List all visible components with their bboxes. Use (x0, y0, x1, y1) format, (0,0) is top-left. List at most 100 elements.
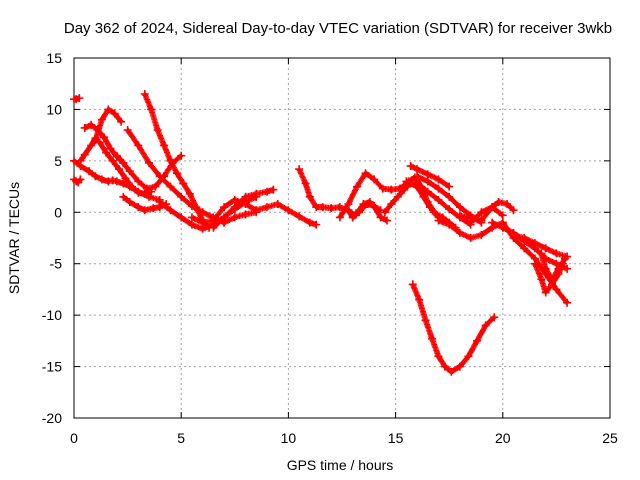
data-point (115, 165, 124, 174)
data-point (149, 204, 158, 213)
data-point (127, 182, 136, 191)
data-point (353, 182, 362, 191)
data-point (477, 208, 486, 217)
data-point (447, 367, 456, 376)
series-trace (409, 281, 498, 375)
data-point (91, 136, 100, 145)
y-axis-title: SDTVAR / TECUs (6, 182, 22, 294)
data-point (301, 179, 310, 188)
data-point (151, 182, 160, 191)
series-arc-25 (455, 198, 518, 225)
data-point (466, 234, 475, 242)
data-point (160, 141, 169, 150)
chart-title: Day 362 of 2024, Sidereal Day-to-day VTE… (64, 20, 612, 37)
data-point (305, 218, 314, 227)
data-point (408, 280, 417, 289)
series-arc-28 (509, 230, 572, 261)
data-markers (70, 90, 572, 376)
data-point (425, 203, 434, 212)
data-point (145, 158, 154, 167)
data-point (91, 172, 100, 181)
series-arc-20 (406, 162, 454, 191)
data-point (125, 167, 134, 176)
data-point (187, 220, 196, 229)
data-point (252, 208, 261, 217)
series-arc-30 (537, 249, 569, 284)
data-point (110, 109, 119, 118)
data-point (140, 189, 149, 198)
data-point (87, 120, 96, 129)
series-arc-17 (348, 198, 385, 222)
series-arc-2 (70, 175, 85, 187)
data-point (121, 174, 130, 183)
data-point (376, 213, 385, 222)
y-tick-label: 10 (46, 101, 62, 117)
series-arc-14 (220, 208, 261, 227)
data-point (344, 200, 353, 209)
series-arc-12 (187, 195, 321, 229)
data-point (455, 362, 464, 371)
data-point (481, 321, 490, 330)
data-point (209, 223, 218, 232)
series-arc-6 (91, 105, 126, 145)
data-point (378, 184, 387, 193)
data-point (402, 177, 411, 186)
y-tick-label: 15 (46, 50, 62, 66)
data-point (423, 177, 432, 186)
y-tick-label: 0 (54, 204, 62, 220)
data-point (359, 200, 368, 209)
data-point (387, 200, 396, 209)
data-point (413, 165, 422, 174)
data-point (125, 198, 134, 206)
data-point (419, 192, 428, 201)
data-point (108, 176, 117, 185)
data-point (295, 212, 304, 221)
y-tick-label: 5 (54, 153, 62, 169)
data-point (179, 179, 188, 188)
y-tick-label: -5 (50, 256, 63, 272)
data-point (106, 144, 115, 153)
x-axis-title: GPS time / hours (287, 457, 394, 473)
data-point (415, 295, 424, 304)
data-point (220, 218, 229, 227)
data-point (112, 177, 121, 186)
data-point (537, 275, 546, 284)
y-tick-label: -15 (42, 359, 62, 375)
data-point (241, 210, 250, 219)
data-point (552, 285, 561, 294)
grid (74, 58, 610, 418)
data-point (119, 192, 128, 201)
data-point (365, 198, 374, 206)
data-point (230, 195, 239, 204)
series-arc-15 (295, 165, 357, 222)
data-point (509, 206, 518, 215)
data-point (155, 198, 164, 206)
data-point (230, 203, 239, 212)
series-arc-27 (498, 218, 572, 307)
data-point (541, 288, 550, 297)
data-point (166, 206, 175, 215)
data-point (428, 334, 437, 343)
data-point (477, 216, 486, 225)
data-point (100, 133, 109, 142)
data-point (273, 200, 282, 209)
data-point (563, 264, 572, 273)
data-point (473, 336, 482, 345)
data-point (85, 167, 94, 176)
data-point (192, 203, 201, 212)
data-point (335, 203, 344, 212)
data-point (220, 203, 229, 212)
data-point (318, 203, 327, 212)
y-tick-label: -10 (42, 307, 62, 323)
data-point (440, 362, 449, 371)
data-point (445, 192, 454, 201)
data-point (134, 141, 143, 150)
data-point (166, 182, 175, 191)
data-point (434, 195, 443, 204)
data-point (445, 220, 454, 229)
data-point (335, 213, 344, 222)
data-point (387, 185, 396, 194)
data-point (503, 200, 512, 209)
data-point (488, 218, 497, 227)
